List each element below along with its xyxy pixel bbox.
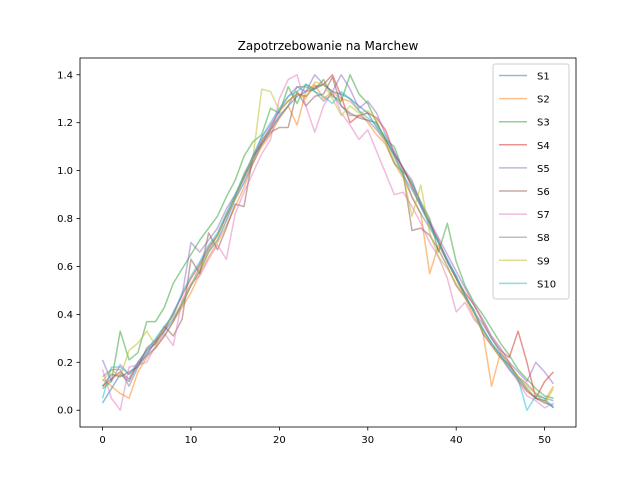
y-axis-ticks: 0.0 0.2 0.4 0.6 0.8 1.0 1.2 1.4 <box>57 70 80 417</box>
series-line-s7 <box>101 74 554 411</box>
legend: S1 S2 S3 S4 S5 S6 S7 S8 S9 S10 <box>492 63 570 300</box>
legend-label-s1: S1 <box>537 72 550 83</box>
chart-title: Zapotrzebowanie na Marchew <box>238 39 419 53</box>
legend-box <box>492 63 570 300</box>
x-tick-label: 40 <box>450 435 463 446</box>
legend-label-s10: S10 <box>537 279 556 290</box>
x-axis-ticks: 0 10 20 30 40 50 <box>99 427 551 446</box>
legend-label-s4: S4 <box>537 141 550 152</box>
y-tick-label: 0.2 <box>57 358 73 369</box>
y-tick-label: 0.4 <box>57 310 73 321</box>
x-tick-label: 20 <box>273 435 286 446</box>
y-tick-label: 0.0 <box>57 406 73 417</box>
y-tick-label: 1.4 <box>57 70 73 81</box>
legend-label-s2: S2 <box>537 95 550 106</box>
legend-label-s6: S6 <box>537 187 550 198</box>
y-tick-label: 0.8 <box>57 214 73 225</box>
series-line-s8 <box>102 86 554 402</box>
y-tick-label: 1.2 <box>57 118 73 129</box>
x-tick-label: 0 <box>99 435 105 446</box>
x-tick-label: 30 <box>361 435 374 446</box>
legend-label-s8: S8 <box>537 233 550 244</box>
legend-label-s3: S3 <box>537 118 550 129</box>
x-tick-label: 50 <box>538 435 551 446</box>
series-line-s10 <box>101 83 555 411</box>
x-tick-label: 10 <box>185 435 198 446</box>
series-layer <box>101 74 555 411</box>
axes-frame <box>79 57 577 428</box>
y-tick-label: 1.0 <box>57 166 73 177</box>
legend-label-s9: S9 <box>537 256 550 267</box>
legend-label-s5: S5 <box>537 164 550 175</box>
y-tick-label: 0.6 <box>57 262 73 273</box>
legend-label-s7: S7 <box>537 210 550 221</box>
